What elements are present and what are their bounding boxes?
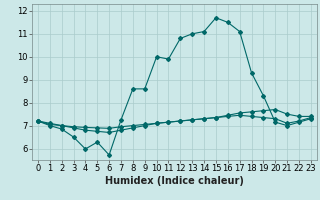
X-axis label: Humidex (Indice chaleur): Humidex (Indice chaleur) (105, 176, 244, 186)
